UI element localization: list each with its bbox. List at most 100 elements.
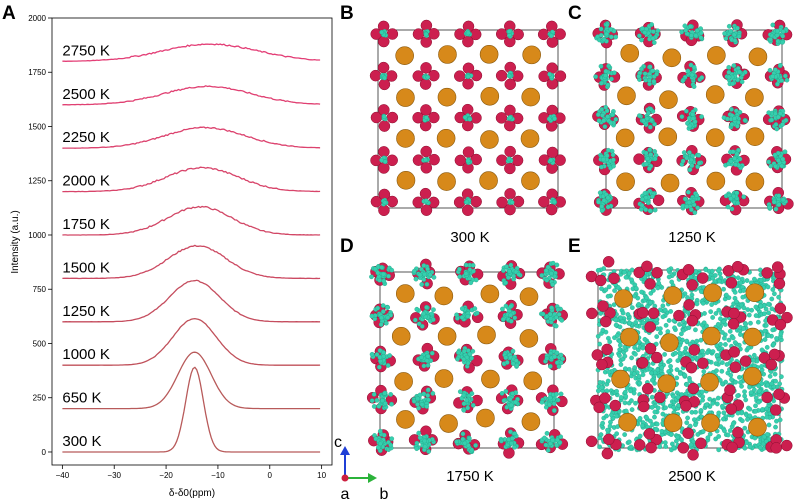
large-atom (703, 283, 722, 303)
small-atom (499, 438, 504, 444)
large-atom (395, 46, 414, 65)
small-atom (704, 350, 710, 355)
small-atom (734, 190, 740, 196)
large-atom (616, 172, 635, 192)
medium-atom (728, 346, 740, 358)
small-atom (415, 396, 421, 401)
small-atom (639, 202, 645, 208)
small-atom (422, 438, 427, 444)
small-atom (459, 315, 465, 320)
small-atom (544, 356, 550, 361)
small-atom (466, 436, 472, 441)
small-atom (731, 32, 737, 38)
small-atom (730, 421, 736, 427)
small-atom (597, 341, 603, 347)
small-atom (725, 204, 731, 210)
medium-atom (420, 104, 432, 116)
small-atom (666, 274, 672, 280)
small-atom (623, 408, 629, 414)
temperature-labels: 300 K 650 K 1000 K 1250 K 1500 K 1750 K 2000 K… (62, 42, 110, 450)
small-atom (378, 322, 384, 327)
small-atom (551, 401, 557, 407)
small-atom (784, 77, 790, 83)
small-atom (455, 356, 460, 362)
small-atom (698, 30, 704, 36)
small-atom (700, 397, 705, 403)
a-axis-dot (341, 474, 349, 482)
small-atom (682, 23, 688, 29)
temperature-label: 1000 K (62, 346, 110, 363)
nmr-spectra-chart: 0 250 500 750 1000 1250 1500 1750 2000 −40 −30 −20… (10, 14, 333, 499)
small-atom (644, 116, 650, 122)
small-atom (385, 305, 390, 310)
b-axis-label: b (380, 486, 389, 503)
small-atom (738, 280, 743, 286)
small-atom (461, 392, 467, 398)
medium-atom (496, 196, 508, 209)
small-atom (643, 207, 649, 213)
small-atom (759, 347, 765, 353)
small-atom (727, 428, 733, 433)
medium-atom (453, 196, 466, 208)
small-atom (419, 354, 424, 360)
small-atom (721, 416, 726, 422)
small-atom (767, 373, 773, 379)
small-atom (425, 74, 431, 80)
small-atom (782, 149, 788, 155)
small-atom (504, 360, 510, 365)
small-atom (672, 325, 677, 331)
small-atom (595, 112, 601, 117)
medium-atom (504, 78, 516, 91)
medium-atom (546, 62, 558, 74)
small-atom (670, 441, 675, 447)
small-atom (622, 400, 628, 406)
small-atom (412, 317, 418, 323)
small-atom (666, 318, 672, 323)
small-atom (684, 338, 690, 344)
small-atom (773, 206, 779, 212)
medium-atom (727, 318, 740, 330)
medium-atom (726, 441, 738, 454)
small-atom (764, 414, 770, 420)
small-atom (423, 115, 429, 120)
small-atom (417, 392, 423, 398)
small-atom (680, 158, 686, 164)
small-atom (760, 407, 765, 412)
small-atom (508, 262, 514, 268)
small-atom (762, 328, 768, 334)
medium-atom (600, 315, 612, 328)
small-atom (465, 405, 471, 411)
small-atom (700, 348, 705, 354)
small-atom (677, 350, 683, 356)
small-atom (735, 25, 740, 31)
large-atom (745, 283, 765, 303)
medium-atom (420, 19, 433, 32)
small-atom (776, 202, 782, 208)
small-atom (549, 305, 554, 311)
small-atom (772, 291, 777, 297)
small-atom (773, 67, 778, 73)
medium-atom (695, 437, 707, 450)
small-atom (675, 434, 680, 440)
small-atom (685, 189, 691, 195)
large-atom (611, 369, 630, 389)
small-atom (651, 40, 657, 45)
small-atom (745, 345, 751, 351)
small-atom (716, 434, 722, 439)
large-atom (745, 172, 765, 192)
small-atom (372, 266, 378, 272)
small-atom (714, 353, 720, 358)
small-atom (777, 417, 783, 423)
small-atom (419, 402, 425, 407)
small-atom (461, 407, 467, 413)
small-atom (647, 166, 652, 171)
small-atom (750, 358, 756, 363)
small-atom (649, 405, 655, 410)
small-atom (622, 389, 628, 395)
small-atom (679, 29, 685, 35)
medium-atom (686, 279, 698, 291)
small-atom (689, 72, 695, 78)
y-ticks: 0 250 500 750 1000 1250 1500 1750 2000 (28, 14, 52, 457)
small-atom (658, 326, 663, 332)
small-atom (595, 268, 601, 273)
